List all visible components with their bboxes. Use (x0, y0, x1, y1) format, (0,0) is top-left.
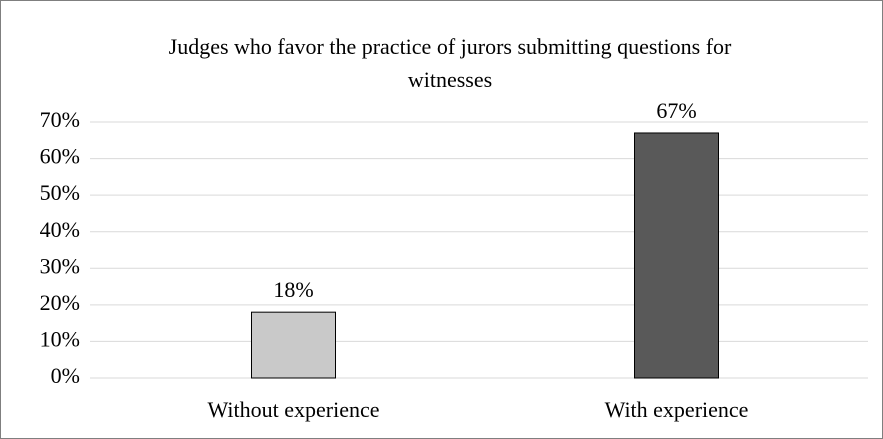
bar (634, 132, 719, 379)
x-tick-label: With experience (605, 397, 749, 422)
y-tick-label: 70% (40, 107, 80, 132)
y-tick-label: 30% (40, 253, 80, 278)
y-tick-label: 20% (40, 290, 80, 315)
bar (251, 311, 336, 379)
y-tick-label: 40% (40, 217, 80, 242)
y-tick-label: 0% (51, 363, 80, 388)
y-tick-label: 60% (40, 144, 80, 169)
y-tick-label: 50% (40, 180, 80, 205)
x-tick-label: Without experience (208, 397, 380, 422)
chart-title: Judges who favor the practice of jurors … (168, 34, 732, 92)
y-tick-label: 10% (40, 326, 80, 351)
data-label: 18% (273, 277, 313, 302)
data-label: 67% (656, 98, 696, 123)
